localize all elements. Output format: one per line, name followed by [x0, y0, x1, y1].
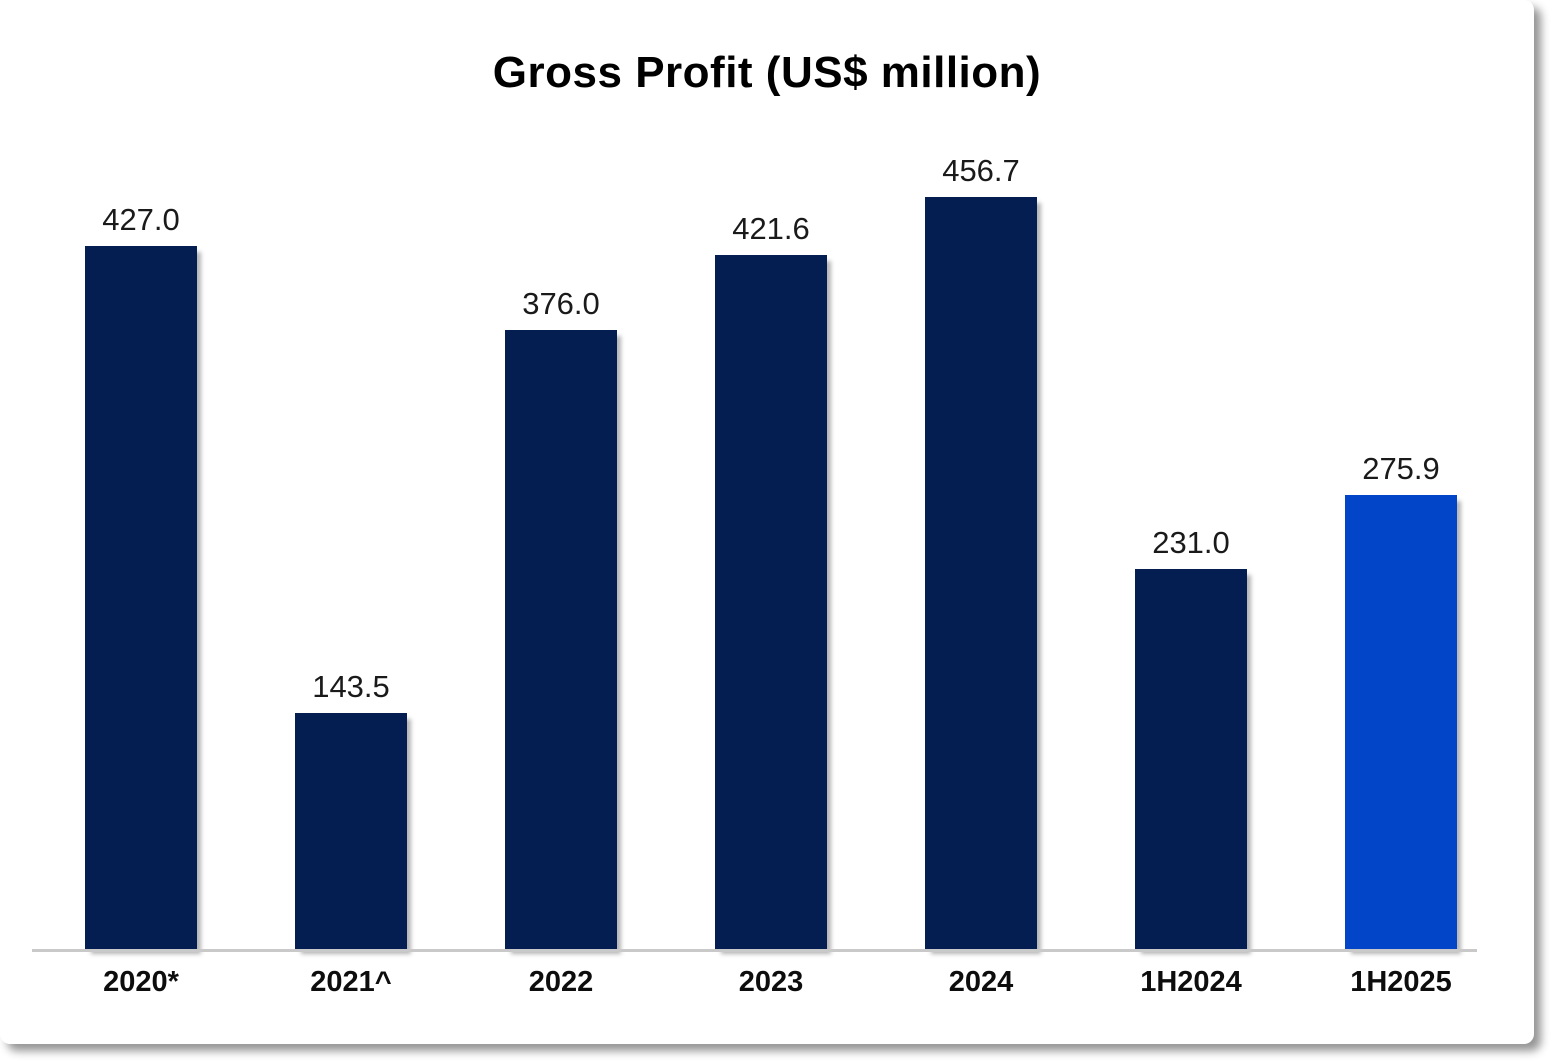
plot-area: 427.0 143.5 376.0 421.6 456.7 231.0 275.9: [36, 150, 1506, 950]
chart-card: Gross Profit (US$ million) 427.0 143.5 376…: [32, 48, 1506, 999]
bar-1H2025: [1345, 495, 1457, 950]
bar-group-2023: 421.6: [666, 150, 876, 950]
bar-2022: [505, 330, 617, 950]
bar-group-2022: 376.0: [456, 150, 666, 950]
x-axis-label-1H2024: 1H2024: [1140, 966, 1242, 998]
bar-group-1H2025: 275.9: [1296, 150, 1506, 950]
x-axis-label-2024: 2024: [948, 966, 1014, 998]
bar-1H2024: [1135, 569, 1247, 950]
x-axis-label-1H2025: 1H2025: [1350, 966, 1452, 998]
bar-group-2021^: 143.5: [246, 150, 456, 950]
bar-group-2020*: 427.0: [36, 150, 246, 950]
chart-title: Gross Profit (US$ million): [492, 48, 1042, 97]
x-axis-line: [32, 949, 1477, 952]
bar-value-label: 421.6: [732, 210, 810, 246]
bar-2024: [925, 197, 1037, 950]
bar-value-label: 275.9: [1362, 451, 1440, 487]
bar-value-label: 143.5: [312, 669, 390, 705]
x-axis-labels: 2020* 2021^ 2022 2023 2024 1H2024 1H2025: [36, 966, 1506, 999]
bar-group-1H2024: 231.0: [1086, 150, 1296, 950]
bar-2021^: [295, 713, 407, 950]
x-axis-label-2023: 2023: [738, 966, 804, 998]
bar-group-2024: 456.7: [876, 150, 1086, 950]
bar-value-label: 456.7: [942, 153, 1020, 188]
bar-2020*: [85, 246, 197, 950]
bar-value-label: 231.0: [1152, 525, 1230, 561]
bar-value-label: 427.0: [102, 202, 180, 237]
x-axis-label-2022: 2022: [528, 966, 594, 998]
x-axis-label-2020*: 2020*: [103, 966, 179, 998]
x-axis-label-2021^: 2021^: [310, 966, 392, 998]
bar-value-label: 376.0: [522, 286, 600, 322]
bar-2023: [715, 254, 827, 950]
